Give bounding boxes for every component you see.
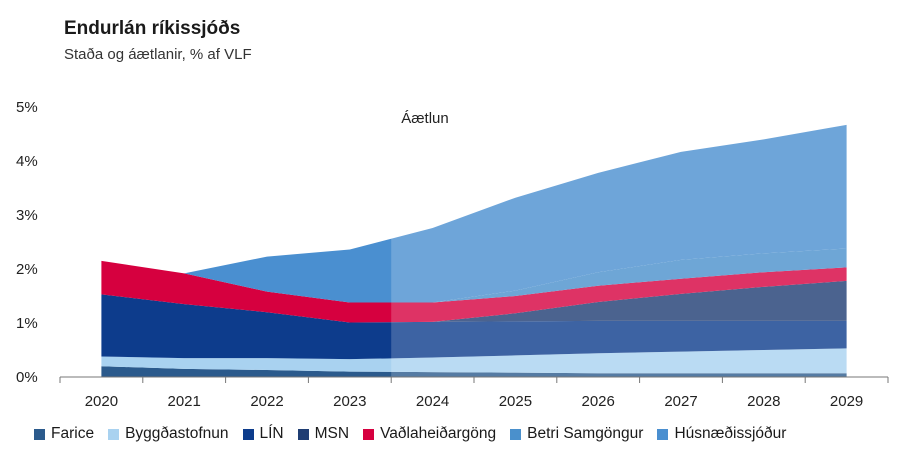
legend-item: Farice [34,425,94,443]
area-msn [101,280,847,323]
chart-legend: Farice Byggðastofnun LÍN MSN Vaðlaheiðargöng… [34,425,786,443]
legend-label: Húsnæðissjóður [674,425,787,442]
legend-swatch [510,428,522,440]
legend-swatch [363,428,375,440]
chart-title: Endurlán ríkissjóðs [64,18,241,39]
y-tick-label: 4% [16,153,38,170]
x-tick-label: 2028 [747,393,780,410]
area-l-n [101,294,847,360]
y-tick-label: 0% [16,369,38,386]
area-h-sn-issj-ur [101,124,847,303]
area-betri-samg-ngur [101,248,847,303]
chart-subtitle: Staða og áætlanir, % af VLF [64,46,252,63]
area-bygg-astofnun [101,348,847,374]
x-tick-label: 2022 [250,393,283,410]
legend-label: LÍN [259,425,284,442]
legend-swatch [108,428,120,440]
x-tick-label: 2025 [499,393,532,410]
legend-label: Farice [51,425,95,442]
legend-swatch [242,428,254,440]
forecast-label: Áætlun [401,110,449,127]
legend-label: MSN [314,425,350,442]
y-tick-label: 3% [16,207,38,224]
y-tick-label: 2% [16,261,38,278]
x-tick-label: 2027 [664,393,697,410]
legend-label: Betri Samgöngur [527,425,644,442]
legend-swatch [657,428,669,440]
legend-item: MSN [297,425,350,443]
legend-item: LÍN [242,425,284,443]
legend-label: Vaðlaheiðargöng [380,425,497,442]
forecast-region [391,107,888,377]
legend-item: Betri Samgöngur [510,425,643,443]
x-tick-label: 2024 [416,393,449,410]
y-tick-label: 1% [16,315,38,332]
x-tick-label: 2021 [168,393,201,410]
x-tick-label: 2026 [582,393,615,410]
legend-item: Húsnæðissjóður [657,425,786,443]
area-farice [101,366,847,377]
legend-label: Byggðastofnun [125,425,229,442]
legend-item: Vaðlaheiðargöng [363,425,496,443]
x-tick-label: 2029 [830,393,863,410]
y-tick-label: 5% [16,99,38,116]
legend-item: Byggðastofnun [108,425,229,443]
legend-swatch [34,428,45,440]
area-va-lahei-arg-ng [101,260,847,323]
x-tick-label: 2020 [85,393,118,410]
legend-swatch [297,428,309,440]
x-tick-label: 2023 [333,393,366,410]
